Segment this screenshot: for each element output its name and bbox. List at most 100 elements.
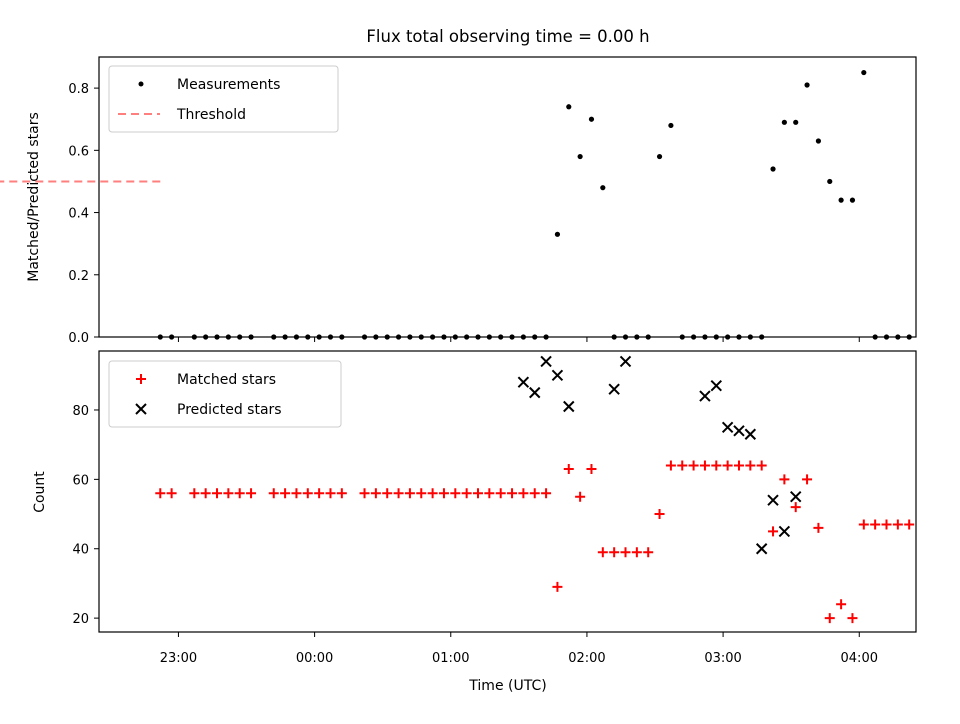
measurement-point xyxy=(407,334,413,340)
top-legend: Measurements Threshold xyxy=(108,65,339,133)
matched-star-point xyxy=(472,488,483,499)
measurement-point xyxy=(906,334,912,340)
legend-frame xyxy=(108,360,342,428)
predicted-star-point xyxy=(551,369,564,381)
matched-star-point xyxy=(620,547,631,558)
measurement-point xyxy=(577,153,583,160)
x-tick-label: 02:00 xyxy=(568,651,605,666)
matched-star-point xyxy=(461,488,472,499)
measurement-point xyxy=(305,334,311,340)
bottom-x-ticks: 23:00 00:00 01:00 02:00 03:00 04:00 xyxy=(160,632,878,666)
measurement-point xyxy=(781,119,787,125)
matched-star-point xyxy=(291,488,302,499)
matched-star-point xyxy=(507,488,518,499)
measurement-point xyxy=(725,334,731,340)
measurement-point xyxy=(895,334,901,340)
top-y-ticks: 0.0 0.2 0.4 0.6 0.8 xyxy=(68,82,99,346)
matched-star-point xyxy=(677,460,688,471)
measurement-point xyxy=(883,334,890,340)
measurement-point xyxy=(815,138,822,144)
measurement-point xyxy=(622,334,629,340)
matched-star-point xyxy=(699,460,710,471)
matched-star-point xyxy=(858,519,869,530)
matched-star-point xyxy=(745,460,756,471)
matched-star-point xyxy=(427,488,438,499)
matched-star-point xyxy=(768,526,779,537)
matched-star-point xyxy=(711,460,722,471)
top-y-tick-label: 0.8 xyxy=(68,82,89,97)
matched-star-point xyxy=(416,488,427,499)
matched-star-point xyxy=(643,547,654,558)
measurement-point xyxy=(316,334,322,340)
legend-marker-predicted xyxy=(135,403,147,415)
predicted-star-point xyxy=(710,379,722,392)
measurement-point xyxy=(736,334,742,340)
top-y-axis-label: Matched/Predicted stars xyxy=(26,112,42,282)
legend-marker-measurements xyxy=(138,81,144,87)
matched-star-point xyxy=(654,509,665,520)
matched-star-point xyxy=(450,488,461,499)
bottom-y-tick-label: 60 xyxy=(72,473,89,488)
bottom-y-tick-label: 40 xyxy=(72,543,89,558)
matched-star-point xyxy=(722,460,733,471)
matched-star-point xyxy=(733,460,744,471)
matched-star-point xyxy=(495,488,506,499)
matched-stars-series xyxy=(155,460,915,624)
measurement-point xyxy=(656,153,663,160)
predicted-star-point xyxy=(755,543,768,555)
chart-title: Flux total observing time = 0.00 h xyxy=(366,27,649,46)
measurement-point xyxy=(747,334,753,340)
measurement-point xyxy=(169,334,175,340)
matched-star-point xyxy=(802,474,813,485)
measurement-point xyxy=(827,178,833,185)
measurement-point xyxy=(759,334,765,340)
measurement-point xyxy=(339,334,345,340)
bottom-y-ticks: 20 40 60 80 xyxy=(72,404,99,627)
bottom-y-tick-label: 20 xyxy=(72,612,89,627)
bottom-legend: Matched stars Predicted stars xyxy=(108,360,342,428)
predicted-star-point xyxy=(790,490,802,503)
measurement-point xyxy=(293,334,300,340)
measurement-point xyxy=(418,334,424,340)
predicted-star-point xyxy=(778,525,791,538)
bottom-plot-area xyxy=(98,350,917,633)
measurement-point xyxy=(452,334,458,340)
measurement-point xyxy=(430,334,436,340)
predicted-star-point xyxy=(767,494,779,506)
measurement-point xyxy=(600,185,606,191)
measurement-point xyxy=(191,334,197,340)
measurement-point xyxy=(838,197,844,203)
measurement-point xyxy=(849,197,856,203)
matched-star-point xyxy=(438,488,449,499)
matched-star-point xyxy=(155,488,166,499)
top-y-tick-label: 0.0 xyxy=(68,331,89,346)
measurement-point xyxy=(464,334,470,340)
x-tick-label: 03:00 xyxy=(704,651,741,666)
matched-star-point xyxy=(870,519,881,530)
top-y-tick-label: 0.2 xyxy=(68,269,89,284)
matched-star-point xyxy=(575,491,586,502)
top-panel: Flux total observing time = 0.00 h Match… xyxy=(0,27,917,346)
top-y-tick-label: 0.4 xyxy=(68,207,89,222)
legend-predicted-cross xyxy=(135,403,147,415)
legend-label-matched: Matched stars xyxy=(177,372,276,388)
measurement-point xyxy=(282,334,288,340)
measurement-point xyxy=(373,334,379,340)
measurement-point xyxy=(804,82,810,88)
legend-matched-plus xyxy=(136,374,146,384)
matched-star-point xyxy=(892,519,903,530)
matched-star-point xyxy=(597,547,608,558)
measurement-point xyxy=(679,334,685,340)
measurement-point xyxy=(441,334,447,340)
matched-star-point xyxy=(824,613,835,624)
predicted-star-point xyxy=(744,428,757,440)
measurement-point xyxy=(588,116,595,122)
measurement-point xyxy=(486,334,492,340)
matched-star-point xyxy=(665,460,676,471)
legend-marker-matched xyxy=(136,374,146,384)
matched-star-point xyxy=(268,488,279,499)
x-tick-label: 00:00 xyxy=(296,651,333,666)
measurement-point xyxy=(566,104,572,110)
predicted-star-point xyxy=(699,390,711,402)
